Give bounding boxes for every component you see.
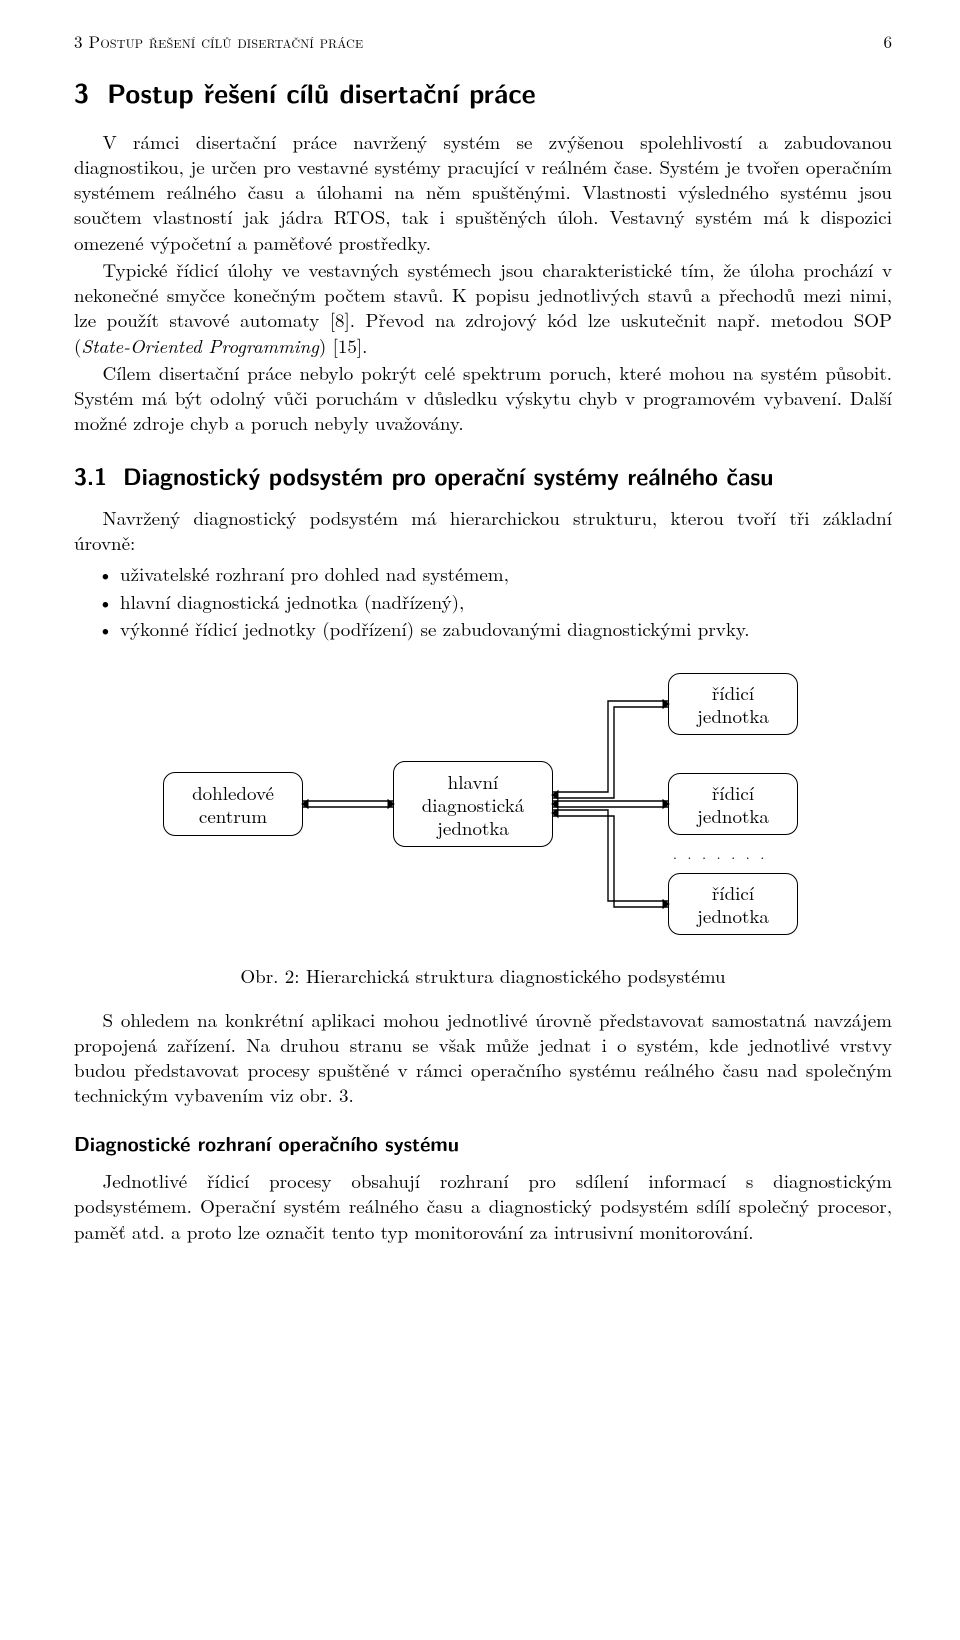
section-heading: 3 Postup řešení cílů disertační práce	[74, 75, 892, 111]
subsubsection-heading: Diagnostické rozhraní operačního systému	[74, 1130, 892, 1157]
bullet-list: uživatelské rozhraní pro dohled nad syst…	[74, 561, 892, 641]
list-item: výkonné řídicí jednotky (podřízení) se z…	[120, 616, 892, 641]
paragraph-4: Navržený diagnostický podsystém má hiera…	[74, 505, 892, 556]
page-number: 6	[884, 30, 893, 53]
subsection-number: 3.1	[74, 458, 107, 492]
section-number: 3	[74, 73, 89, 112]
section-title-text: Postup řešení cílů disertační práce	[107, 73, 536, 112]
subsection-heading: 3.1 Diagnostický podsystém pro operační s…	[74, 460, 892, 491]
figure-caption: Obr. 2: Hierarchická struktura diagnosti…	[74, 963, 892, 988]
paragraph-2: Typické řídicí úlohy ve vestavných systé…	[74, 257, 892, 358]
figure-2: dohledovécentrumhlavnídiagnostickájednot…	[74, 667, 892, 947]
paragraph-2b: ) [15].	[319, 332, 368, 359]
list-item: hlavní diagnostická jednotka (nadřízený)…	[120, 589, 892, 614]
paragraph-3: Cílem disertační práce nebylo pokrýt cel…	[74, 360, 892, 436]
diagram-edge-hdj-rj3	[163, 667, 803, 947]
paragraph-5: S ohledem na konkrétní aplikaci mohou je…	[74, 1007, 892, 1108]
running-head-left: 3 Postup řešení cílů disertační práce	[74, 30, 363, 53]
paragraph-2-ital: State-Oriented Programming	[81, 332, 318, 359]
subsection-title-text: Diagnostický podsystém pro operační syst…	[123, 458, 773, 492]
page: 3 Postup řešení cílů disertační práce 6 …	[0, 0, 960, 1306]
running-head: 3 Postup řešení cílů disertační práce 6	[74, 30, 892, 53]
paragraph-6: Jednotlivé řídicí procesy obsahují rozhr…	[74, 1168, 892, 1244]
paragraph-1: V rámci disertační práce navržený systém…	[74, 129, 892, 255]
diagram: dohledovécentrumhlavnídiagnostickájednot…	[163, 667, 803, 947]
list-item: uživatelské rozhraní pro dohled nad syst…	[120, 561, 892, 586]
